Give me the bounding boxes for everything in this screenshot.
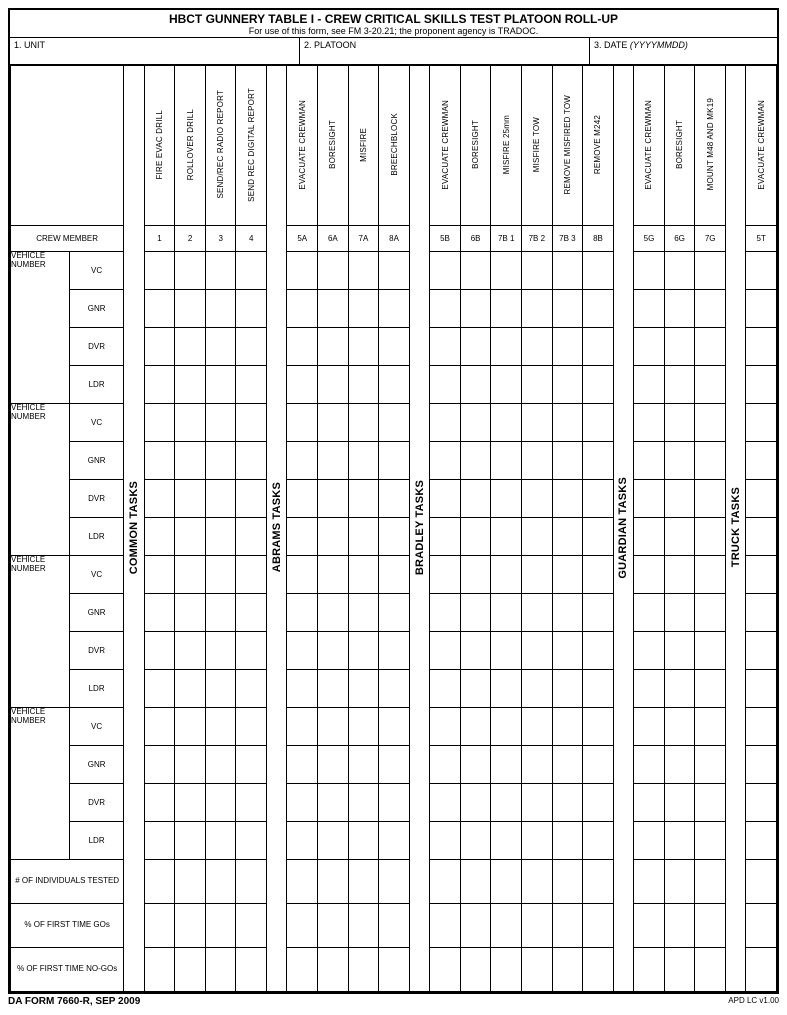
- task-header: SEND REC DIGITAL REPORT: [236, 66, 267, 226]
- meta-row: 1. UNIT 2. PLATOON 3. DATE (YYYYMMDD): [10, 38, 777, 65]
- vehicle-number-label[interactable]: VEHICLE NUMBER: [11, 556, 70, 708]
- role-cell: DVR: [69, 480, 123, 518]
- task-code: 1: [144, 226, 175, 252]
- meta-platoon[interactable]: 2. PLATOON: [300, 38, 590, 64]
- meta-date-hint: (YYYYMMDD): [630, 40, 688, 50]
- task-code: 6A: [318, 226, 349, 252]
- task-header: BORESIGHT: [318, 66, 349, 226]
- footer: DA FORM 7660-R, SEP 2009 APD LC v1.00: [8, 994, 779, 1007]
- task-header: EVACUATE CREWMAN: [634, 66, 665, 226]
- task-code: 5T: [746, 226, 777, 252]
- form-number: DA FORM 7660-R, SEP 2009: [8, 996, 140, 1007]
- role-cell: LDR: [69, 366, 123, 404]
- group-abrams: ABRAMS TASKS: [267, 66, 287, 992]
- task-code: 5G: [634, 226, 665, 252]
- summary-label: # OF INDIVIDUALS TESTED: [11, 860, 124, 904]
- role-cell: VC: [69, 404, 123, 442]
- role-cell: LDR: [69, 670, 123, 708]
- title-row: HBCT GUNNERY TABLE I - CREW CRITICAL SKI…: [10, 10, 777, 38]
- task-header: ROLLOVER DRILL: [175, 66, 206, 226]
- task-label-row: COMMON TASKS FIRE EVAC DRILL ROLLOVER DR…: [11, 66, 777, 226]
- form-container: HBCT GUNNERY TABLE I - CREW CRITICAL SKI…: [8, 8, 779, 994]
- task-header: MISFIRE 25mm: [491, 66, 522, 226]
- task-header: EVACUATE CREWMAN: [430, 66, 461, 226]
- task-header: FIRE EVAC DRILL: [144, 66, 175, 226]
- task-header: REMOVE M242: [583, 66, 614, 226]
- task-header: SEND/REC RADIO REPORT: [205, 66, 236, 226]
- task-header: EVACUATE CREWMAN: [746, 66, 777, 226]
- task-code: 8B: [583, 226, 614, 252]
- task-code: 5A: [287, 226, 318, 252]
- summary-label: % OF FIRST TIME NO-GOs: [11, 948, 124, 992]
- role-cell: DVR: [69, 632, 123, 670]
- meta-platoon-label: 2. PLATOON: [304, 40, 356, 50]
- task-header: MOUNT M48 AND MK19: [695, 66, 726, 226]
- group-bradley: BRADLEY TASKS: [409, 66, 429, 992]
- task-code: 6G: [664, 226, 695, 252]
- group-common: COMMON TASKS: [124, 66, 144, 992]
- task-code: 7A: [348, 226, 379, 252]
- vehicle-number-label[interactable]: VEHICLE NUMBER: [11, 404, 70, 556]
- vehicle-number-label[interactable]: VEHICLE NUMBER: [11, 708, 70, 860]
- meta-unit[interactable]: 1. UNIT: [10, 38, 300, 64]
- task-header: REMOVE MISFIRED TOW: [552, 66, 583, 226]
- task-header: EVACUATE CREWMAN: [287, 66, 318, 226]
- task-header: BREECHBLOCK: [379, 66, 410, 226]
- task-code: 4: [236, 226, 267, 252]
- role-cell: GNR: [69, 290, 123, 328]
- task-code: 7B 1: [491, 226, 522, 252]
- task-code: 5B: [430, 226, 461, 252]
- role-cell: GNR: [69, 746, 123, 784]
- group-truck: TRUCK TASKS: [725, 66, 745, 992]
- role-cell: DVR: [69, 328, 123, 366]
- task-header: BORESIGHT: [460, 66, 491, 226]
- task-code: 7B 2: [522, 226, 553, 252]
- task-code: 3: [205, 226, 236, 252]
- blank-header: [11, 66, 124, 226]
- task-code: 7G: [695, 226, 726, 252]
- role-cell: VC: [69, 708, 123, 746]
- vehicle-number-label[interactable]: VEHICLE NUMBER: [11, 252, 70, 404]
- role-cell: GNR: [69, 442, 123, 480]
- role-cell: VC: [69, 252, 123, 290]
- task-code: 6B: [460, 226, 491, 252]
- group-guardian: GUARDIAN TASKS: [613, 66, 633, 992]
- role-cell: DVR: [69, 784, 123, 822]
- task-header: MISFIRE TOW: [522, 66, 553, 226]
- form-title: HBCT GUNNERY TABLE I - CREW CRITICAL SKI…: [10, 12, 777, 26]
- meta-date[interactable]: 3. DATE (YYYYMMDD): [590, 38, 777, 64]
- task-code: 7B 3: [552, 226, 583, 252]
- task-code: 2: [175, 226, 206, 252]
- role-cell: LDR: [69, 518, 123, 556]
- role-cell: VC: [69, 556, 123, 594]
- task-header: MISFIRE: [348, 66, 379, 226]
- form-version: APD LC v1.00: [728, 996, 779, 1007]
- role-cell: GNR: [69, 594, 123, 632]
- task-code: 8A: [379, 226, 410, 252]
- crew-member-label: CREW MEMBER: [11, 226, 124, 252]
- role-cell: LDR: [69, 822, 123, 860]
- main-table: COMMON TASKS FIRE EVAC DRILL ROLLOVER DR…: [10, 65, 777, 992]
- form-subtitle: For use of this form, see FM 3-20.21; th…: [10, 26, 777, 36]
- meta-date-label: 3. DATE: [594, 40, 627, 50]
- task-header: BORESIGHT: [664, 66, 695, 226]
- summary-label: % OF FIRST TIME GOs: [11, 904, 124, 948]
- meta-unit-label: 1. UNIT: [14, 40, 45, 50]
